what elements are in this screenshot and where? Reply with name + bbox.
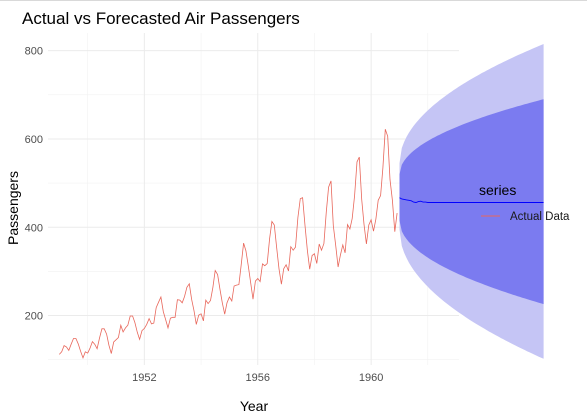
top-border — [0, 0, 587, 1]
x-tick-label: 1952 — [132, 372, 156, 384]
chart-title: Actual vs Forecasted Air Passengers — [22, 9, 300, 28]
x-tick-label: 1960 — [359, 372, 383, 384]
grid — [48, 33, 459, 365]
x-tick-labels: 1952 1956 1960 — [132, 372, 383, 384]
y-axis-title: Passengers — [5, 171, 21, 245]
y-tick-label: 800 — [25, 46, 43, 58]
y-tick-label: 600 — [25, 134, 43, 146]
series-lines — [59, 129, 544, 360]
legend: series Actual Data — [479, 182, 570, 223]
x-tick-label: 1956 — [246, 372, 270, 384]
legend-label-actual: Actual Data — [510, 211, 570, 223]
y-tick-label: 200 — [25, 311, 43, 323]
series-line-forecast — [399, 197, 544, 203]
y-tick-labels: 200 400 600 800 — [25, 46, 43, 323]
confidence-band-80 — [399, 99, 544, 305]
confidence-bands — [399, 44, 544, 359]
series-line-actual-data — [59, 129, 398, 360]
x-axis-title: Year — [240, 398, 269, 414]
legend-title: series — [479, 182, 516, 198]
y-tick-label: 400 — [25, 222, 43, 234]
